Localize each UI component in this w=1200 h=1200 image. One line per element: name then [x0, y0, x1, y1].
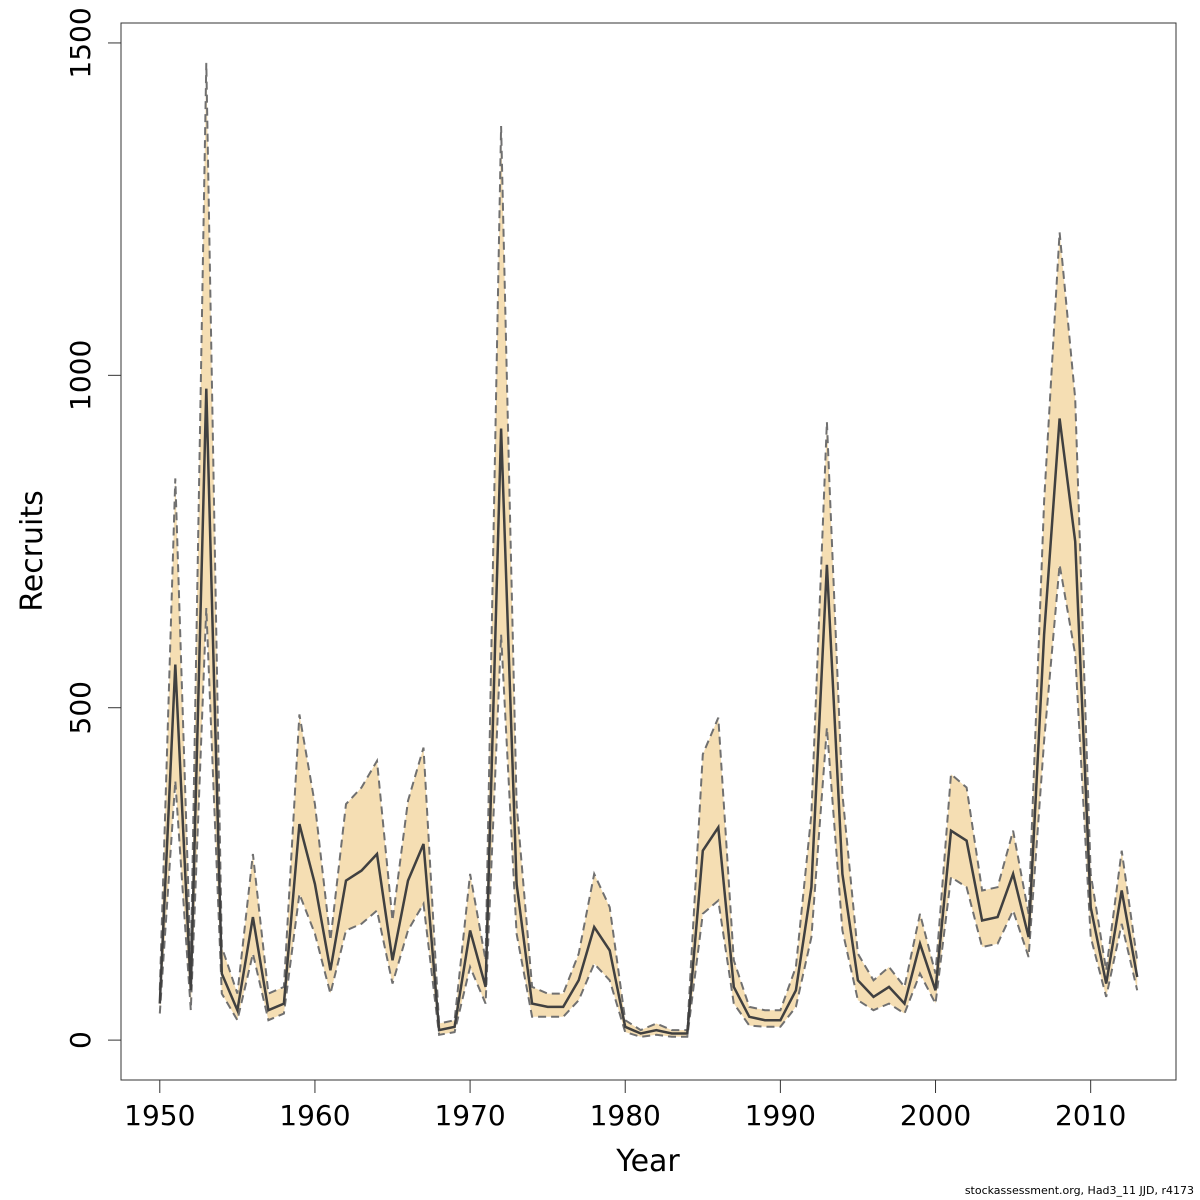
- estimate-line: [158, 388, 1139, 1035]
- upper-bound-line: [158, 62, 1139, 1032]
- x-tick-label: 1990: [745, 1099, 816, 1132]
- confidence-band: [159, 62, 1138, 1037]
- lower-bound-line: [158, 564, 1139, 1038]
- x-axis-title: Year: [615, 1144, 680, 1179]
- y-axis-title: Recruits: [15, 490, 50, 612]
- y-tick-label: 0: [64, 1031, 97, 1049]
- y-tick-label: 1500: [64, 7, 97, 78]
- y-tick-label: 1000: [64, 340, 97, 411]
- source-footnote: stockassessment.org, Had3_11 JJD, r4173: [964, 1184, 1194, 1197]
- y-axis: 0 500 1000 1500: [64, 7, 122, 1049]
- x-tick-label: 1950: [124, 1099, 195, 1132]
- x-tick-label: 2000: [900, 1099, 971, 1132]
- x-tick-label: 1960: [279, 1099, 350, 1132]
- x-tick-label: 2010: [1055, 1099, 1126, 1132]
- x-axis: 1950 1960 1970 1980 1990 2000 2010: [124, 1079, 1126, 1132]
- x-tick-label: 1970: [434, 1099, 505, 1132]
- x-tick-label: 1980: [590, 1099, 661, 1132]
- y-tick-label: 500: [64, 681, 97, 734]
